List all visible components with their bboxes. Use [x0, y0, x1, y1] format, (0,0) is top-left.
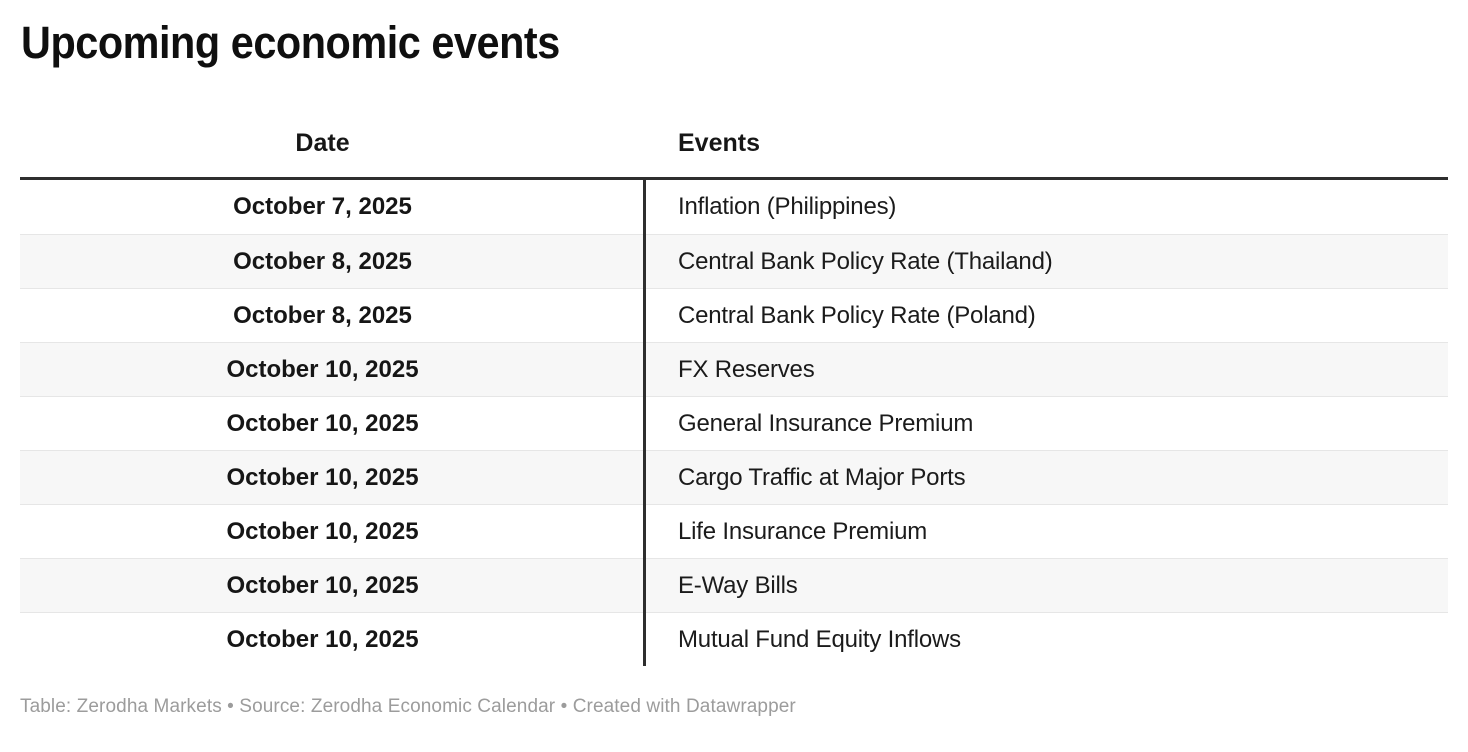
table-row: October 10, 2025 General Insurance Premi…	[20, 396, 1448, 450]
table-row: October 10, 2025 Cargo Traffic at Major …	[20, 450, 1448, 504]
table-header-row: Date Events	[20, 128, 1448, 180]
event-cell: General Insurance Premium	[678, 409, 974, 437]
table-row: October 10, 2025 Life Insurance Premium	[20, 504, 1448, 558]
page-title: Upcoming economic events	[21, 17, 560, 68]
column-divider	[643, 180, 646, 666]
table-row: October 10, 2025 FX Reserves	[20, 342, 1448, 396]
date-cell: October 7, 2025	[233, 193, 412, 220]
date-cell: October 10, 2025	[226, 355, 419, 383]
event-cell: Inflation (Philippines)	[678, 193, 897, 220]
column-header-date: Date	[295, 129, 350, 157]
date-cell: October 10, 2025	[226, 517, 419, 545]
attribution-footer: Table: Zerodha Markets • Source: Zerodha…	[20, 696, 796, 717]
event-cell: FX Reserves	[678, 355, 815, 383]
table-row: October 8, 2025 Central Bank Policy Rate…	[20, 234, 1448, 288]
date-cell: October 10, 2025	[226, 571, 419, 599]
event-cell: Cargo Traffic at Major Ports	[678, 463, 966, 491]
table-row: October 10, 2025 Mutual Fund Equity Infl…	[20, 612, 1448, 666]
table-row: October 10, 2025 E-Way Bills	[20, 558, 1448, 612]
date-cell: October 8, 2025	[233, 301, 412, 329]
date-cell: October 10, 2025	[226, 463, 419, 491]
table-body: October 7, 2025 Inflation (Philippines) …	[20, 180, 1448, 666]
event-cell: Central Bank Policy Rate (Poland)	[678, 301, 1036, 329]
date-cell: October 8, 2025	[233, 247, 412, 275]
table-row: October 7, 2025 Inflation (Philippines)	[20, 180, 1448, 234]
table-row: October 8, 2025 Central Bank Policy Rate…	[20, 288, 1448, 342]
event-cell: Life Insurance Premium	[678, 517, 928, 545]
column-header-events: Events	[678, 129, 760, 157]
event-cell: Mutual Fund Equity Inflows	[678, 625, 961, 653]
event-cell: E-Way Bills	[678, 571, 798, 599]
event-cell: Central Bank Policy Rate (Thailand)	[678, 247, 1053, 275]
date-cell: October 10, 2025	[226, 625, 419, 653]
date-cell: October 10, 2025	[226, 409, 419, 437]
